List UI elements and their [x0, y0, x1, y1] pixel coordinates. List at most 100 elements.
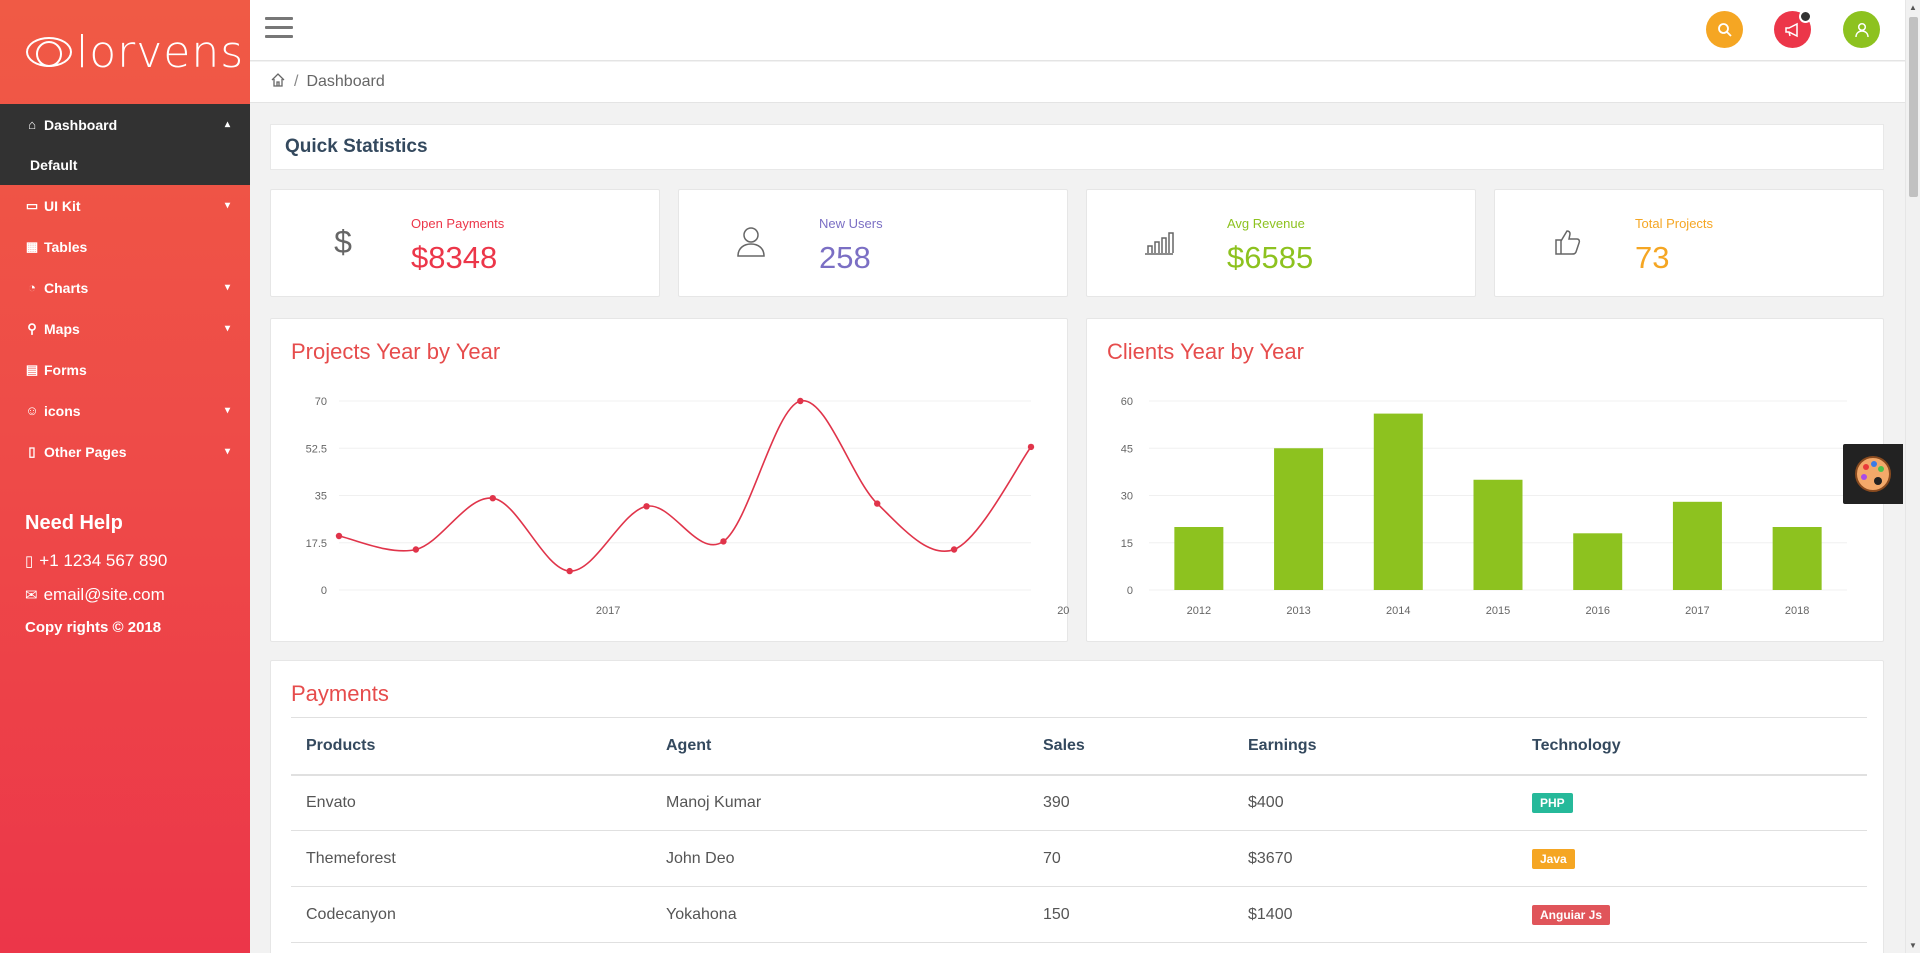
sidebar-item-label: Forms — [44, 361, 87, 378]
sidebar-item-label: Charts — [44, 279, 89, 296]
chevron-up-icon: ▴ — [224, 119, 230, 130]
cell-product: Envato — [291, 774, 651, 831]
table-row: Themeforest John Deo 70 $3670 Java — [291, 830, 1867, 887]
stat-value: 258 — [819, 240, 871, 275]
projects-chart-card: Projects Year by Year 0 17.5 35 52.5 70 2017 2… — [270, 318, 1069, 642]
cell-technology: PHP — [1517, 774, 1867, 831]
sidebar-item-icons[interactable]: ☺ icons ▾ — [0, 390, 250, 431]
data-point — [412, 546, 420, 553]
cell-earnings: $1400 — [1233, 886, 1517, 943]
bar-chart-icon — [1139, 224, 1179, 264]
scrollbar-thumb[interactable] — [1909, 17, 1918, 197]
column-header[interactable]: Earnings — [1233, 717, 1517, 776]
palette-icon — [1855, 456, 1891, 492]
chevron-down-icon: ▾ — [224, 405, 230, 416]
bar — [1473, 479, 1523, 590]
logo-icon — [26, 37, 72, 67]
line-chart: 0 17.5 35 52.5 70 2017 2018 — [306, 396, 1069, 617]
scroll-up-arrow-icon[interactable]: ▲ — [1909, 3, 1917, 12]
stat-value: $6585 — [1227, 240, 1314, 275]
thumbs-up-icon — [1547, 224, 1587, 264]
help-phone[interactable]: ▯ +1 1234 567 890 — [25, 551, 167, 571]
y-tick-label: 0 — [1127, 585, 1133, 597]
cell-sales: 70 — [1028, 830, 1233, 887]
bar — [1573, 533, 1623, 590]
breadcrumb-separator: / — [294, 73, 299, 90]
notifications-button[interactable] — [1774, 10, 1812, 48]
cell-sales: 150 — [1028, 886, 1233, 943]
sidebar-item-tables[interactable]: ▦ Tables — [0, 226, 250, 267]
phone-icon: ▯ — [25, 553, 34, 570]
stat-card-total-projects: Total Projects 73 — [1494, 189, 1884, 297]
sidebar: lorvens ⌂ Dashboard ▴ Default ▭ UI Kit ▾… — [0, 0, 250, 953]
breadcrumb-current: Dashboard — [306, 73, 385, 90]
page-scrollbar[interactable]: ▲ ▼ — [1905, 0, 1920, 953]
table-header-row: Products Agent Sales Earnings Technology — [291, 717, 1867, 776]
megaphone-icon — [1784, 22, 1798, 37]
menu-toggle-icon[interactable] — [265, 17, 293, 39]
column-header[interactable]: Agent — [651, 717, 1028, 776]
chevron-down-icon: ▾ — [224, 282, 230, 293]
sidebar-item-label: Dashboard — [44, 116, 118, 133]
user-menu-button[interactable] — [1843, 11, 1880, 48]
top-header — [250, 0, 1905, 61]
brand-logo[interactable]: lorvens — [0, 0, 250, 104]
table-row: Envato Manoj Kumar 390 $400 PHP — [291, 774, 1867, 831]
x-tick-label: 2015 — [1486, 605, 1510, 617]
stat-label: Avg Revenue — [1227, 216, 1305, 231]
chart-title: Projects Year by Year — [291, 339, 501, 364]
y-tick-label: 17.5 — [306, 538, 327, 550]
scroll-down-arrow-icon[interactable]: ▼ — [1909, 941, 1917, 950]
help-section: Need Help ▯ +1 1234 567 890 ✉ email@site… — [25, 512, 167, 636]
payments-title: Payments — [291, 681, 389, 706]
help-title: Need Help — [25, 512, 123, 534]
theme-palette-button[interactable] — [1843, 444, 1903, 504]
sidebar-item-forms[interactable]: ▤ Forms — [0, 349, 250, 390]
sidebar-item-label: icons — [44, 402, 81, 419]
nav-group-dashboard: ⌂ Dashboard ▴ Default — [0, 104, 250, 185]
stat-card-avg-revenue: Avg Revenue $6585 — [1086, 189, 1476, 297]
search-icon — [1717, 22, 1732, 37]
bar — [1274, 448, 1324, 590]
sidebar-item-ui-kit[interactable]: ▭ UI Kit ▾ — [0, 185, 250, 226]
sidebar-item-charts[interactable]: ◔ Charts ▾ — [0, 267, 250, 308]
home-icon: ⌂ — [28, 117, 36, 132]
stat-label: Open Payments — [411, 216, 505, 231]
x-tick-label: 2018 — [1057, 605, 1069, 617]
sidebar-item-other-pages[interactable]: ▯ Other Pages ▾ — [0, 431, 250, 472]
dollar-icon: $ — [334, 224, 352, 260]
data-point — [797, 397, 804, 405]
cell-agent: Manoj Kumar — [651, 774, 1028, 831]
column-header[interactable]: Products — [291, 717, 651, 776]
sidebar-item-label: Maps — [44, 320, 80, 337]
help-email[interactable]: ✉ email@site.com — [25, 585, 167, 605]
form-icon: ▤ — [25, 361, 39, 377]
column-header[interactable]: Technology — [1517, 717, 1867, 776]
x-tick-label: 2012 — [1187, 605, 1211, 617]
tech-badge: PHP — [1532, 792, 1573, 813]
stat-label: New Users — [819, 216, 883, 231]
cell-agent: John Deo — [651, 830, 1028, 887]
notification-dot — [1799, 10, 1812, 23]
smiley-icon: ☺ — [25, 403, 39, 418]
sidebar-item-maps[interactable]: ⚲ Maps ▾ — [0, 308, 250, 349]
payments-table: Products Agent Sales Earnings Technology… — [291, 717, 1867, 943]
data-point — [566, 567, 573, 575]
data-point — [950, 546, 958, 553]
bar — [1174, 527, 1224, 590]
y-tick-label: 60 — [1121, 396, 1133, 408]
cell-earnings: $400 — [1233, 774, 1517, 831]
cell-product: Themeforest — [291, 830, 651, 887]
search-button[interactable] — [1706, 11, 1743, 48]
stat-label: Total Projects — [1635, 216, 1714, 231]
column-header[interactable]: Sales — [1028, 717, 1233, 776]
sidebar-item-dashboard[interactable]: ⌂ Dashboard ▴ — [0, 104, 250, 145]
home-icon[interactable] — [270, 72, 286, 93]
y-tick-label: 52.5 — [306, 443, 327, 455]
brand-name: lorvens — [76, 26, 245, 78]
cell-sales: 390 — [1028, 774, 1233, 831]
sidebar-item-label: UI Kit — [44, 197, 81, 214]
sidebar-subitem-default[interactable]: Default — [30, 157, 78, 173]
data-point — [874, 500, 881, 507]
quick-statistics-title: Quick Statistics — [270, 124, 1884, 170]
